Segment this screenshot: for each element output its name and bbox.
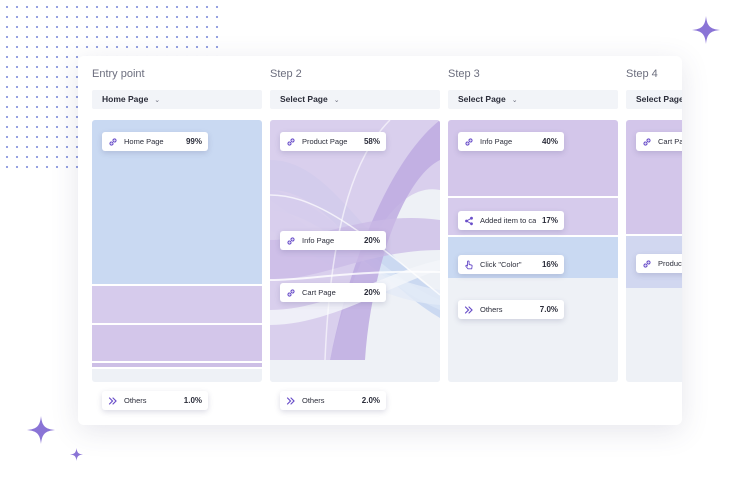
node-percent: 16% bbox=[541, 260, 558, 269]
link-icon bbox=[464, 137, 474, 147]
flow-block-others[interactable] bbox=[448, 278, 618, 382]
link-icon bbox=[286, 288, 296, 298]
step3-column bbox=[448, 120, 618, 382]
step3-page-select[interactable]: Select Page ⌄ bbox=[448, 90, 618, 109]
column-title-step2: Step 2 bbox=[270, 68, 302, 80]
node-step2-info-page[interactable]: Info Page 20% bbox=[280, 231, 386, 250]
flow-connector bbox=[440, 120, 448, 382]
link-icon bbox=[286, 236, 296, 246]
node-percent: 20% bbox=[363, 236, 380, 245]
double-chevron-icon bbox=[108, 396, 118, 406]
node-percent: 1.0% bbox=[183, 396, 202, 405]
node-label: Info Page bbox=[302, 236, 335, 245]
node-label: Added item to cart bbox=[480, 216, 536, 225]
link-icon bbox=[108, 137, 118, 147]
node-percent: 2.0% bbox=[361, 396, 380, 405]
sankey-flow bbox=[270, 120, 440, 382]
node-step3-others[interactable]: Others 7.0% bbox=[458, 300, 564, 319]
select-value: Select Page bbox=[280, 94, 328, 104]
flow-block-others[interactable] bbox=[92, 369, 262, 382]
node-step2-cart-page[interactable]: Cart Page 20% bbox=[280, 283, 386, 302]
node-step3-added-item-to-cart[interactable]: Added item to cart 17% bbox=[458, 211, 564, 230]
node-label: Others bbox=[124, 396, 147, 405]
node-percent: 99% bbox=[185, 137, 202, 146]
link-icon bbox=[286, 137, 296, 147]
node-percent: 40% bbox=[541, 137, 558, 146]
select-value: Select Page bbox=[636, 94, 682, 104]
column-title-entry: Entry point bbox=[92, 68, 145, 80]
user-flow-card: Entry point Step 2 Step 3 Step 4 Home Pa… bbox=[78, 56, 682, 425]
flow-block[interactable] bbox=[92, 286, 262, 323]
node-label: Home Page bbox=[124, 137, 164, 146]
entry-column bbox=[92, 120, 262, 382]
column-title-step4: Step 4 bbox=[626, 68, 658, 80]
sparkle-icon bbox=[27, 416, 55, 444]
flow-block[interactable] bbox=[92, 363, 262, 367]
sparkle-icon bbox=[70, 448, 83, 461]
node-entry-home-page[interactable]: Home Page 99% bbox=[102, 132, 208, 151]
chevron-down-icon: ⌄ bbox=[511, 97, 518, 104]
node-step2-product-page[interactable]: Product Page 58% bbox=[280, 132, 386, 151]
step4-column bbox=[626, 120, 682, 382]
node-step4-cart-page[interactable]: Cart Page bbox=[636, 132, 682, 151]
node-step3-click-color[interactable]: Click "Color" 16% bbox=[458, 255, 564, 274]
step2-column bbox=[270, 120, 440, 382]
node-label: Others bbox=[480, 305, 503, 314]
step4-page-select[interactable]: Select Page⌄ bbox=[626, 90, 682, 109]
select-value: Home Page bbox=[102, 94, 149, 104]
node-label: Product bbox=[658, 259, 682, 268]
entry-page-select[interactable]: Home Page ⌄ bbox=[92, 90, 262, 109]
column-title-step3: Step 3 bbox=[448, 68, 480, 80]
link-icon bbox=[642, 137, 652, 147]
node-label: Cart Page bbox=[658, 137, 682, 146]
node-label: Product Page bbox=[302, 137, 348, 146]
chevron-down-icon: ⌄ bbox=[333, 97, 340, 104]
node-label: Info Page bbox=[480, 137, 513, 146]
link-icon bbox=[642, 259, 652, 269]
flow-block[interactable] bbox=[92, 325, 262, 361]
node-step4-product[interactable]: Product bbox=[636, 254, 682, 273]
node-label: Cart Page bbox=[302, 288, 336, 297]
node-percent: 7.0% bbox=[539, 305, 558, 314]
node-label: Click "Color" bbox=[480, 260, 522, 269]
flow-block[interactable] bbox=[626, 288, 682, 382]
chevron-down-icon: ⌄ bbox=[154, 97, 161, 104]
node-label: Others bbox=[302, 396, 325, 405]
node-percent: 20% bbox=[363, 288, 380, 297]
sparkle-icon bbox=[692, 16, 720, 44]
node-step3-info-page[interactable]: Info Page 40% bbox=[458, 132, 564, 151]
double-chevron-icon bbox=[286, 396, 296, 406]
node-percent: 58% bbox=[363, 137, 380, 146]
node-step2-others[interactable]: Others 2.0% bbox=[280, 391, 386, 410]
pointer-hand-icon bbox=[464, 260, 474, 270]
select-value: Select Page bbox=[458, 94, 506, 104]
share-icon bbox=[464, 216, 474, 226]
node-percent: 17% bbox=[541, 216, 558, 225]
double-chevron-icon bbox=[464, 305, 474, 315]
step2-page-select[interactable]: Select Page ⌄ bbox=[270, 90, 440, 109]
node-entry-others[interactable]: Others 1.0% bbox=[102, 391, 208, 410]
